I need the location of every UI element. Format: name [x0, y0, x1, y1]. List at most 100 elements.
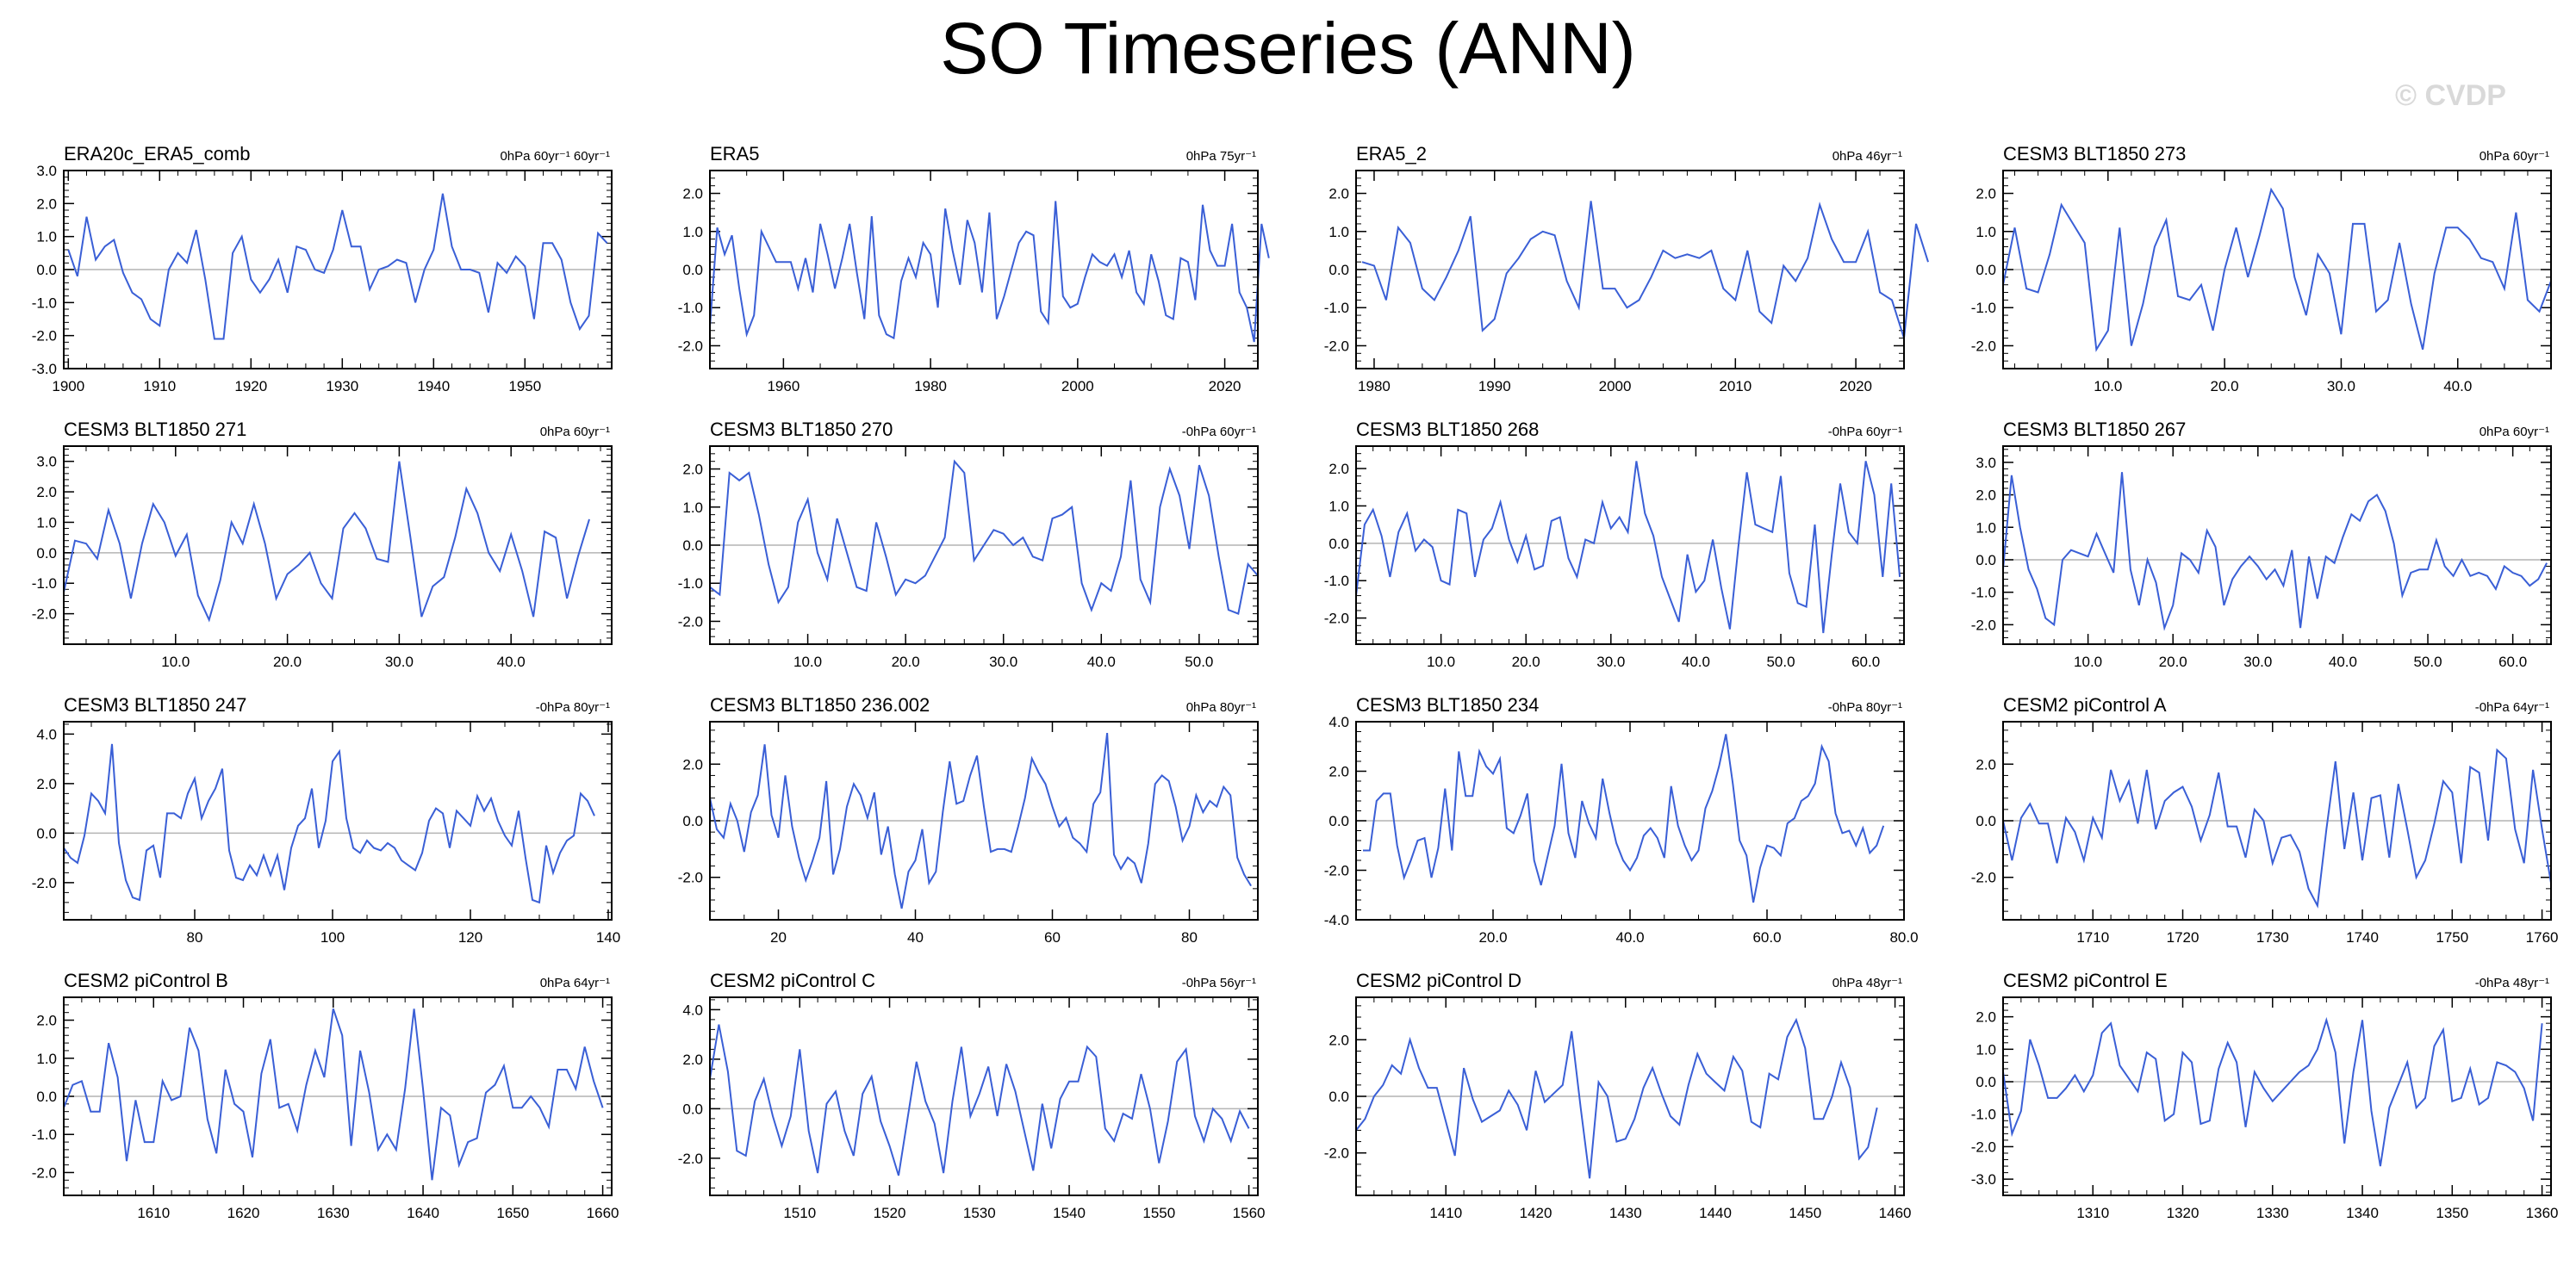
x-tick-label: 1460	[1879, 1205, 1912, 1221]
timeseries-panel: CESM2 piControl E -0hPa 48yr⁻¹ 1310 1320 133…	[1971, 970, 2559, 1221]
y-tick-label: -3.0	[1971, 1171, 1996, 1188]
y-tick-label: 0.0	[1328, 1089, 1349, 1105]
y-tick-label: 1.0	[1976, 224, 1996, 240]
plot-frame	[2002, 721, 2552, 921]
y-tick-label: 2.0	[1328, 1032, 1349, 1048]
y-tick-label: 0.0	[36, 545, 57, 562]
series-line	[2002, 1016, 2543, 1167]
x-tick-label: 10.0	[793, 654, 822, 670]
plot-frame	[1355, 170, 1905, 369]
plot-frame	[63, 996, 613, 1196]
cvdp-watermark: © CVDP	[2395, 79, 2506, 112]
panel-title: CESM3 BLT1850 271	[64, 419, 246, 440]
panel-trend-info: -0hPa 64yr⁻¹	[2475, 700, 2549, 715]
x-tick-label: 60.0	[1851, 654, 1880, 670]
timeseries-panel: CESM2 piControl D 0hPa 48yr⁻¹ 1410 1420 1430…	[1324, 970, 1912, 1221]
series-line	[67, 193, 608, 340]
x-tick-label: 40.0	[2329, 654, 2357, 670]
x-tick-label: 100	[320, 929, 345, 946]
timeseries-panel: CESM3 BLT1850 271 0hPa 60yr⁻¹ 10.0 20.0 30.0…	[32, 419, 613, 670]
y-tick-label: -2.0	[1971, 1139, 1996, 1155]
x-tick-label: 40.0	[1615, 929, 1644, 946]
y-tick-label: 2.0	[1976, 756, 1996, 773]
timeseries-panel: CESM2 piControl C -0hPa 56yr⁻¹ 1510 1520 153…	[678, 970, 1266, 1221]
x-tick-label: 80	[187, 929, 203, 946]
x-tick-label: 1920	[234, 378, 267, 394]
y-tick-label: -1.0	[678, 300, 703, 316]
y-tick-label: 2.0	[1328, 186, 1349, 202]
plot-frame	[1355, 996, 1905, 1196]
y-tick-label: -3.0	[32, 361, 57, 377]
x-tick-label: 1360	[2526, 1205, 2559, 1221]
x-tick-label: 1530	[963, 1205, 996, 1221]
y-tick-label: 0.0	[1976, 552, 1996, 568]
y-tick-label: 2.0	[36, 484, 57, 500]
series-line	[2002, 472, 2548, 631]
x-tick-label: 30.0	[2327, 378, 2355, 394]
series-line	[63, 461, 590, 623]
y-tick-label: -1.0	[1324, 573, 1349, 589]
panel-trend-info: 0hPa 48yr⁻¹	[1832, 976, 1902, 990]
panel-title: CESM2 piControl C	[710, 970, 875, 991]
x-tick-label: 2000	[1599, 378, 1632, 394]
y-tick-label: 0.0	[1328, 536, 1349, 552]
y-tick-label: 0.0	[1328, 813, 1349, 829]
x-tick-label: 1540	[1053, 1205, 1086, 1221]
y-tick-label: 2.0	[682, 186, 703, 202]
series-line	[709, 732, 1252, 909]
panel-trend-info: -0hPa 56yr⁻¹	[1182, 976, 1256, 990]
y-tick-label: 0.0	[682, 1101, 703, 1117]
x-tick-label: 1620	[227, 1205, 260, 1221]
x-tick-label: 40.0	[2443, 378, 2472, 394]
series-line	[1363, 734, 1885, 903]
panel-title: CESM3 BLT1850 273	[2003, 143, 2186, 164]
x-tick-label: 20.0	[1478, 929, 1507, 946]
y-tick-label: 0.0	[1976, 813, 1996, 829]
series-line	[2002, 187, 2552, 352]
x-tick-label: 1610	[137, 1205, 170, 1221]
x-tick-label: 50.0	[1766, 654, 1795, 670]
x-tick-label: 20.0	[892, 654, 920, 670]
x-tick-label: 2020	[1209, 378, 1241, 394]
panel-trend-info: 0hPa 60yr⁻¹ 60yr⁻¹	[500, 149, 610, 164]
x-tick-label: 1930	[326, 378, 358, 394]
y-tick-label: -1.0	[1971, 585, 1996, 601]
page-title: SO Timeseries (ANN)	[940, 8, 1636, 89]
x-tick-label: 2000	[1061, 378, 1094, 394]
panel-title: CESM3 BLT1850 267	[2003, 419, 2186, 440]
plot-frame	[2002, 445, 2552, 645]
x-tick-label: 1900	[52, 378, 84, 394]
y-tick-label: 2.0	[682, 462, 703, 478]
y-tick-label: -2.0	[1971, 338, 1996, 354]
x-tick-label: 1340	[2346, 1205, 2379, 1221]
x-tick-label: 1990	[1478, 378, 1511, 394]
timeseries-panel: ERA5 0hPa 75yr⁻¹ 1960 1980 2000 2020 2.0 1.0 0.0…	[678, 143, 1270, 394]
x-tick-label: 1650	[496, 1205, 529, 1221]
y-tick-label: -2.0	[1324, 611, 1349, 627]
panel-title: CESM3 BLT1850 234	[1356, 694, 1539, 716]
panel-trend-info: 0hPa 60yr⁻¹	[2480, 425, 2549, 439]
y-tick-label: 0.0	[1328, 262, 1349, 278]
plot-frame	[1355, 721, 1905, 921]
x-tick-label: 1550	[1142, 1205, 1175, 1221]
y-tick-label: -2.0	[678, 613, 703, 630]
y-tick-label: 2.0	[36, 776, 57, 792]
timeseries-panel: CESM2 piControl B 0hPa 64yr⁻¹ 1610 1620 1630…	[32, 970, 619, 1221]
x-tick-label: 1560	[1233, 1205, 1266, 1221]
x-tick-label: 40	[907, 929, 924, 946]
y-tick-label: 3.0	[36, 454, 57, 470]
x-tick-label: 120	[458, 929, 482, 946]
panel-trend-info: 0hPa 64yr⁻¹	[540, 976, 610, 990]
panel-title: CESM3 BLT1850 270	[710, 419, 893, 440]
series-line	[709, 1024, 1250, 1176]
x-tick-label: 1320	[2167, 1205, 2200, 1221]
x-tick-label: 1730	[2256, 929, 2289, 946]
series-line	[1361, 201, 1929, 338]
series-line	[709, 459, 1259, 615]
x-tick-label: 1950	[508, 378, 541, 394]
panel-title: CESM2 piControl D	[1356, 970, 1521, 991]
x-tick-label: 20.0	[273, 654, 302, 670]
x-tick-label: 10.0	[161, 654, 190, 670]
timeseries-panel: CESM3 BLT1850 236.002 0hPa 80yr⁻¹ 20 40 60 80…	[678, 694, 1259, 946]
x-tick-label: 1510	[783, 1205, 816, 1221]
